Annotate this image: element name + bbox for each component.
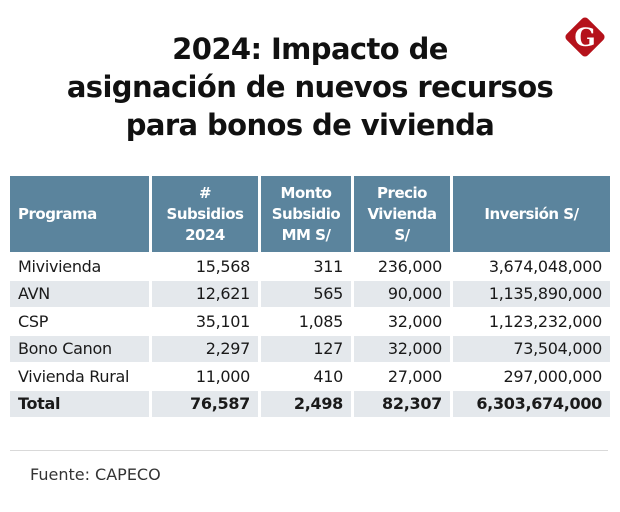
table-cell: 3,674,048,000 <box>488 256 602 276</box>
table-cell: 1,135,890,000 <box>453 280 610 307</box>
logo-icon: G <box>565 17 605 57</box>
table-cell: 565 <box>261 280 351 307</box>
table-cell: AVN <box>10 280 149 307</box>
table-cell: 76,587 <box>152 390 258 417</box>
table-cell: 6,303,674,000 <box>453 390 610 417</box>
table-cell: 236,000 <box>377 256 442 276</box>
column-header: Programa <box>10 176 149 252</box>
table-cell: Bono Canon <box>10 335 149 362</box>
divider <box>10 450 608 451</box>
header-row: Programa # Subsidios 2024 Monto Subsidio MM S/… <box>10 176 610 252</box>
table-row: CSP 35,101 1,085 32,000 1,123,232,000 <box>10 308 610 335</box>
table-cell: 90,000 <box>354 280 450 307</box>
column-header: # Subsidios 2024 <box>152 176 258 252</box>
table-cell: 2,498 <box>261 390 351 417</box>
title-line: 2024: Impacto de <box>172 32 448 66</box>
table-cell: 410 <box>313 366 343 386</box>
column-header-line: Precio <box>377 183 427 202</box>
table-cell: 82,307 <box>354 390 450 417</box>
table-cell: 311 <box>313 256 343 276</box>
column-header-line: Monto <box>280 183 332 202</box>
table-cell: 73,504,000 <box>453 335 610 362</box>
table-cell: 35,101 <box>195 311 250 331</box>
table-cell: 1,085 <box>298 311 344 331</box>
table-cell: 32,000 <box>387 311 442 331</box>
column-header-line: Vivienda <box>367 204 437 223</box>
title-line: para bonos de vivienda <box>125 108 495 142</box>
column-header: Inversión S/ <box>453 176 610 252</box>
data-table: Programa # Subsidios 2024 Monto Subsidio MM S/… <box>7 175 613 418</box>
table-cell: 297,000,000 <box>503 366 603 386</box>
column-header-line: 2024 <box>185 225 225 244</box>
table-cell: 12,621 <box>152 280 258 307</box>
total-row: Total 76,587 2,498 82,307 6,303,674,000 <box>10 390 610 417</box>
title-line: asignación de nuevos recursos <box>66 70 554 104</box>
column-header-line: S/ <box>394 225 410 244</box>
column-header-line: Inversión S/ <box>484 204 579 223</box>
column-header-line: # <box>198 183 212 202</box>
column-header: Precio Vivienda S/ <box>354 176 450 252</box>
table-cell: 27,000 <box>387 366 442 386</box>
table-cell: Mivivienda <box>18 256 102 276</box>
table-cell: 32,000 <box>354 335 450 362</box>
table-cell: 15,568 <box>195 256 250 276</box>
column-header: Monto Subsidio MM S/ <box>261 176 351 252</box>
table-cell: 2,297 <box>152 335 258 362</box>
table-row: Bono Canon 2,297 127 32,000 73,504,000 <box>10 335 610 362</box>
svg-text:G: G <box>574 23 595 52</box>
column-header-line: Programa <box>18 204 97 223</box>
column-header-line: MM S/ <box>281 225 331 244</box>
table-cell: Vivienda Rural <box>18 366 130 386</box>
column-header-line: Subsidio <box>271 204 341 223</box>
column-header-line: Subsidios <box>166 204 244 223</box>
table-cell: Total <box>10 390 149 417</box>
table-cell: 11,000 <box>195 366 250 386</box>
table-row: AVN 12,621 565 90,000 1,135,890,000 <box>10 280 610 307</box>
table-cell: 1,123,232,000 <box>488 311 602 331</box>
page-title: 2024: Impacto de asignación de nuevos re… <box>0 30 620 144</box>
table-cell: 127 <box>261 335 351 362</box>
table-row: Mivivienda 15,568 311 236,000 3,674,048,000 <box>10 253 610 280</box>
table-cell: CSP <box>18 311 49 331</box>
table-row: Vivienda Rural 11,000 410 27,000 297,000,000 <box>10 363 610 390</box>
source-note: Fuente: CAPECO <box>30 465 161 484</box>
